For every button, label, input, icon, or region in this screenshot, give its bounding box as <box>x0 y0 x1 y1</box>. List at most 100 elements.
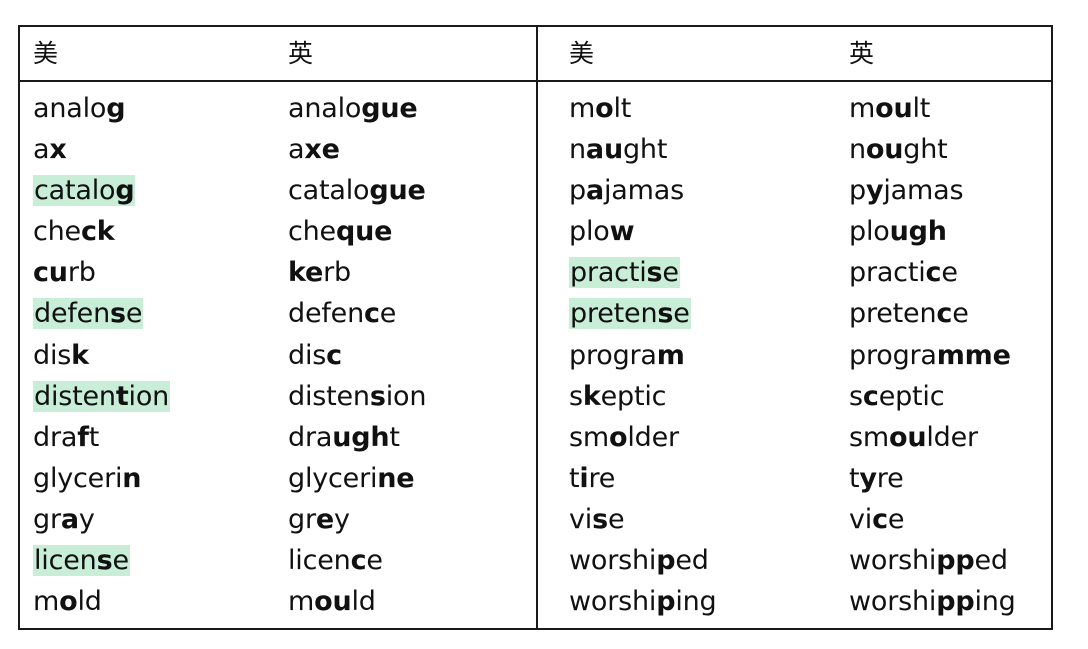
spelling-difference: cu <box>33 257 68 289</box>
word-part: che <box>33 216 81 248</box>
highlight-mark: pretense <box>569 298 691 330</box>
spelling-difference: ugh <box>332 421 390 453</box>
header-uk: 英 <box>288 39 314 68</box>
table-row: pretense pretence <box>538 294 1051 335</box>
british-spelling: glycerine <box>288 462 415 495</box>
table-row: a x axe <box>20 130 536 171</box>
word-part: licen <box>288 545 351 577</box>
word-part: n <box>849 134 866 166</box>
table-row: skeptic sceptic <box>538 377 1051 418</box>
word-part: jamas <box>883 175 964 207</box>
spelling-difference: s <box>657 298 674 330</box>
american-spelling: license <box>33 544 130 577</box>
spelling-difference: que <box>335 216 393 248</box>
word-part: sm <box>569 421 609 453</box>
british-spelling: worshipping <box>849 585 1016 618</box>
table-row: license licence <box>20 541 536 582</box>
american-spelling: pajamas <box>569 174 684 207</box>
table-row: molt moult <box>538 89 1051 130</box>
word-part: sm <box>849 421 889 453</box>
spelling-difference: y <box>865 175 884 207</box>
british-spelling: disc <box>288 339 342 372</box>
spelling-difference: o <box>59 586 78 618</box>
british-spelling: sceptic <box>849 380 945 413</box>
spelling-difference: t <box>115 380 129 412</box>
word-part: e <box>112 545 129 577</box>
header-row: 美 英 <box>20 27 536 82</box>
british-spelling: worshipped <box>849 544 1008 577</box>
word-part: vi <box>849 503 873 535</box>
highlight-mark: distention <box>33 380 171 412</box>
british-spelling: practice <box>849 256 958 289</box>
table-row: plow plough <box>538 212 1051 253</box>
word-part: e <box>662 257 679 289</box>
british-spelling: kerb <box>288 256 351 289</box>
word-part: worshi <box>849 545 937 577</box>
spelling-difference: c <box>925 257 942 289</box>
table-row: draft draught <box>20 418 536 459</box>
british-spelling: axe <box>288 133 340 166</box>
word-part: lder <box>627 421 679 453</box>
american-spelling: defense <box>33 297 144 330</box>
word-part: plo <box>569 216 610 248</box>
spelling-difference: ou <box>888 421 927 453</box>
word-part: plo <box>849 216 890 248</box>
spelling-difference: ugh <box>889 216 947 248</box>
word-part: ed <box>675 545 709 577</box>
word-part: jamas <box>603 175 684 207</box>
rows-right: molt moult naught nought pajamas pyjamas plow p… <box>538 89 1051 623</box>
word-part: disten <box>288 380 370 412</box>
british-spelling: tyre <box>849 462 904 495</box>
table-row: gray grey <box>20 500 536 541</box>
american-spelling: gray <box>33 503 95 536</box>
american-spelling: analog <box>33 92 126 125</box>
spelling-difference: ou <box>865 134 904 166</box>
british-spelling: catalogue <box>288 174 426 207</box>
word-part: worshi <box>849 586 937 618</box>
header-us: 美 <box>569 39 595 68</box>
american-spelling: naught <box>569 133 667 166</box>
american-spelling: draft <box>33 421 99 454</box>
american-spelling: distention <box>33 380 171 413</box>
table-row: catalog catalogue <box>20 171 536 212</box>
table-row: check cheque <box>20 212 536 253</box>
spelling-difference: c <box>326 339 342 371</box>
word-part: ion <box>128 380 170 412</box>
word-part: t <box>389 421 400 453</box>
spelling-difference: c <box>936 298 953 330</box>
word-part: disten <box>34 380 116 412</box>
spelling-difference: a <box>60 503 79 535</box>
word-part: worshi <box>569 586 657 618</box>
spelling-difference: ck <box>80 216 115 248</box>
spelling-difference: k <box>71 339 89 371</box>
rows-left: analog analogue ax axe catalog catalogue check… <box>20 89 536 623</box>
word-part: ld <box>351 586 376 618</box>
spelling-difference: x <box>49 134 67 166</box>
word-part: a <box>288 134 305 166</box>
word-part: licen <box>34 545 97 577</box>
word-part: t <box>569 462 580 494</box>
spelling-difference: i <box>579 462 589 494</box>
word-part: e <box>366 545 383 577</box>
british-spelling: defence <box>288 297 396 330</box>
spelling-difference: m <box>656 339 685 371</box>
spelling-difference: g <box>106 93 126 124</box>
british-spelling: analogue <box>288 92 418 125</box>
word-part: t <box>849 462 860 494</box>
spelling-difference: pp <box>936 545 975 577</box>
spelling-difference: mme <box>936 339 1011 371</box>
word-part: eptic <box>600 380 667 412</box>
spelling-table: 美 英 analog analogue ax axe catalog catalogue c… <box>18 25 1053 630</box>
word-part: s <box>849 380 863 412</box>
british-spelling: programme <box>849 339 1011 372</box>
word-part: ing <box>974 586 1016 618</box>
word-part: progra <box>569 339 657 371</box>
word-part: progra <box>849 339 937 371</box>
british-spelling: distension <box>288 380 426 413</box>
word-part: e <box>379 298 397 330</box>
word-part: ed <box>974 545 1008 577</box>
word-part: defen <box>34 298 110 330</box>
spelling-difference: s <box>592 503 608 535</box>
word-part: analo <box>288 93 362 124</box>
spelling-difference: xe <box>304 134 340 166</box>
